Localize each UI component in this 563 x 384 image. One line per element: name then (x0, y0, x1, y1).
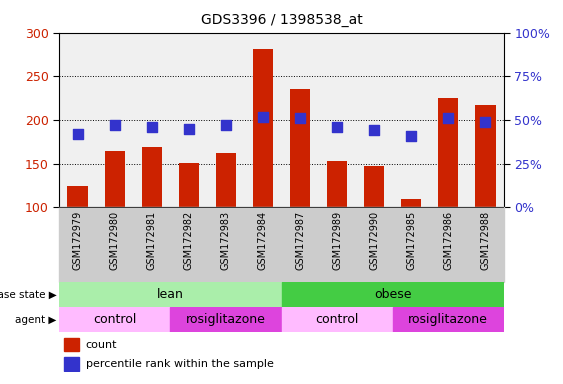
Text: disease state ▶: disease state ▶ (0, 290, 56, 300)
Bar (68, 186, 88, 207)
Text: GSM172979: GSM172979 (73, 211, 83, 270)
Bar (178, 163, 199, 207)
Text: GSM172985: GSM172985 (406, 211, 416, 270)
Text: control: control (93, 313, 136, 326)
Point (184, 126, 193, 132)
Point (444, 115, 453, 121)
Point (481, 119, 490, 125)
Bar (290, 89, 310, 207)
Text: count: count (86, 340, 117, 350)
Point (333, 124, 342, 130)
Bar (141, 147, 162, 207)
Bar (171, 307, 282, 332)
Bar (327, 161, 347, 207)
Point (73, 131, 82, 137)
Point (148, 124, 157, 130)
Bar (438, 98, 458, 207)
Bar (105, 151, 125, 207)
Bar (64, 338, 79, 351)
Text: lean: lean (157, 288, 184, 301)
Text: percentile rank within the sample: percentile rank within the sample (86, 359, 274, 369)
Text: GSM172990: GSM172990 (369, 211, 379, 270)
Bar (475, 105, 495, 207)
Bar (282, 282, 504, 307)
Point (221, 122, 230, 128)
Text: GSM172981: GSM172981 (147, 211, 157, 270)
Text: GSM172983: GSM172983 (221, 211, 231, 270)
Bar (282, 307, 393, 332)
Bar (59, 307, 171, 332)
Text: agent ▶: agent ▶ (15, 314, 56, 325)
Bar (364, 166, 385, 207)
Point (296, 115, 305, 121)
Text: GSM172987: GSM172987 (295, 211, 305, 270)
Text: GSM172986: GSM172986 (443, 211, 453, 270)
Bar (59, 282, 282, 307)
Point (370, 127, 379, 134)
Text: GSM172980: GSM172980 (110, 211, 120, 270)
Point (258, 113, 267, 119)
Text: GDS3396 / 1398538_at: GDS3396 / 1398538_at (200, 13, 363, 27)
Text: obese: obese (374, 288, 412, 301)
Text: control: control (315, 313, 359, 326)
Text: rosiglitazone: rosiglitazone (408, 313, 488, 326)
Text: rosiglitazone: rosiglitazone (186, 313, 266, 326)
Point (406, 132, 415, 139)
Bar (216, 153, 236, 207)
Text: GSM172982: GSM172982 (184, 211, 194, 270)
Bar (253, 49, 273, 207)
Bar (401, 199, 422, 207)
Bar (393, 307, 504, 332)
Text: GSM172984: GSM172984 (258, 211, 268, 270)
Text: GSM172989: GSM172989 (332, 211, 342, 270)
Bar (64, 357, 79, 371)
Text: GSM172988: GSM172988 (480, 211, 490, 270)
Point (110, 122, 119, 128)
